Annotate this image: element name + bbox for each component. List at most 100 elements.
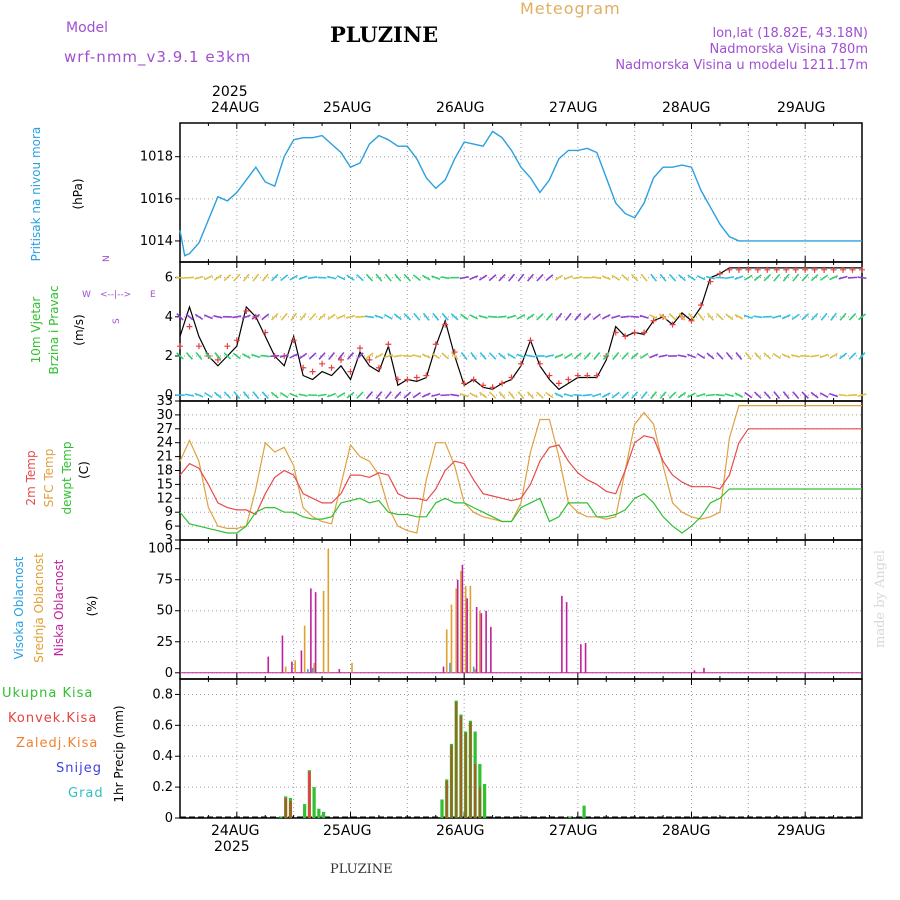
wind-arrow bbox=[706, 312, 714, 321]
meteogram-title: Meteogram bbox=[520, 0, 621, 18]
y-tick-label: 1014 bbox=[140, 234, 173, 249]
wind-arrow bbox=[383, 353, 393, 359]
wind-gust-marker bbox=[555, 380, 562, 387]
wind-arrow bbox=[364, 315, 375, 319]
wind-arrow bbox=[232, 352, 241, 360]
wind-arrow bbox=[696, 393, 706, 398]
wind-arrow bbox=[280, 274, 289, 282]
wind-arrow bbox=[195, 351, 203, 360]
wind-gust-marker bbox=[707, 278, 714, 285]
y-tick-label: 12 bbox=[156, 491, 173, 506]
wind-arrow bbox=[687, 274, 696, 281]
wind-gust-marker bbox=[262, 329, 269, 336]
wind-arrow bbox=[497, 315, 507, 319]
precip-bar bbox=[303, 804, 307, 818]
wind-gust-marker bbox=[593, 372, 600, 379]
wind-arrow bbox=[650, 273, 658, 282]
wind-gust-marker bbox=[754, 266, 761, 273]
wind-arrow bbox=[431, 275, 441, 281]
wind-arrow bbox=[830, 312, 838, 321]
wind-arrow bbox=[441, 352, 450, 360]
wind-arrow bbox=[792, 273, 800, 282]
wind-arrow bbox=[630, 273, 639, 282]
y-tick-label: 6 bbox=[165, 519, 173, 534]
wind-gust-marker bbox=[233, 337, 240, 344]
precip-bar bbox=[582, 805, 586, 818]
wind-arrow bbox=[279, 391, 289, 399]
wind-arrow bbox=[763, 273, 772, 282]
wind-arrow bbox=[328, 351, 336, 360]
precip-bar bbox=[289, 801, 292, 818]
wind-arrow bbox=[621, 352, 629, 360]
wind-arrow bbox=[639, 352, 649, 360]
wind-arrow bbox=[857, 276, 867, 280]
wind-arrow bbox=[421, 392, 431, 398]
wind-gust-marker bbox=[792, 266, 799, 273]
wind-gust-marker bbox=[783, 266, 790, 273]
wind-arrow bbox=[508, 391, 515, 400]
wind-arrow bbox=[375, 391, 383, 400]
precip-bar bbox=[464, 733, 467, 818]
wind-arrow bbox=[744, 351, 752, 360]
model-elevation-text: Nadmorska Visina u modelu 1211.17m bbox=[615, 58, 868, 73]
station-title: PLUZINE bbox=[330, 22, 439, 47]
y-tick-label: 21 bbox=[156, 450, 173, 465]
wind-arrow bbox=[394, 273, 402, 282]
wind-arrow bbox=[478, 274, 488, 281]
wind-gust-marker bbox=[688, 317, 695, 324]
wind-arrow bbox=[573, 352, 582, 360]
y-tick-label: 0.8 bbox=[152, 687, 173, 702]
wind-arrow bbox=[601, 275, 611, 281]
wind-arrow bbox=[620, 315, 630, 319]
wind-gust-marker bbox=[404, 376, 411, 383]
wind-arrow bbox=[782, 391, 790, 400]
wind-gust-marker bbox=[536, 360, 543, 367]
wind-arrow bbox=[507, 352, 516, 359]
wind-arrow bbox=[592, 313, 601, 321]
wind-arrow bbox=[753, 315, 763, 319]
precip-bar bbox=[474, 763, 477, 818]
wind-arrow bbox=[308, 312, 317, 321]
wind-arrow bbox=[640, 273, 648, 282]
wind-arrow bbox=[545, 274, 554, 282]
date-top-4: 28AUG bbox=[662, 100, 711, 116]
wind-arrow bbox=[810, 391, 819, 399]
wind-arrow bbox=[838, 275, 848, 280]
wind-gust-marker bbox=[385, 341, 392, 348]
wind-gust-marker bbox=[186, 323, 193, 330]
wind-arrow bbox=[346, 274, 355, 281]
wind-arrow bbox=[469, 275, 479, 281]
wind-gust-marker bbox=[319, 360, 326, 367]
wind-arrow bbox=[242, 273, 250, 282]
wind-arrow bbox=[204, 392, 213, 399]
wind-arrow bbox=[716, 352, 724, 360]
coords-text: lon,lat (18.82E, 43.18N) bbox=[712, 26, 868, 41]
date-top-0: 24AUG bbox=[211, 100, 260, 116]
wind-gust-marker bbox=[394, 376, 401, 383]
wind-arrow bbox=[526, 273, 534, 282]
wind-arrow bbox=[705, 275, 716, 280]
wind-arrow bbox=[516, 313, 526, 320]
wind-arrow bbox=[811, 312, 819, 321]
wind-gust-marker bbox=[508, 374, 515, 381]
footer-station: PLUZINE bbox=[330, 862, 393, 877]
wind-gust-marker bbox=[697, 302, 704, 309]
y-tick-label: 15 bbox=[156, 477, 173, 492]
precip-bar bbox=[469, 722, 472, 818]
wind-arrow bbox=[791, 313, 800, 321]
wind-arrow bbox=[431, 352, 440, 360]
wind-gust-marker bbox=[432, 341, 439, 348]
wind-arrow bbox=[696, 275, 706, 281]
wind-arrow bbox=[403, 313, 412, 321]
wind-arrow bbox=[829, 353, 838, 359]
wind-gust-marker bbox=[641, 329, 648, 336]
wind-arrow bbox=[792, 391, 800, 400]
wind-arrow bbox=[658, 354, 668, 358]
y-tick-label: 1016 bbox=[140, 192, 173, 207]
wind-arrow bbox=[365, 391, 373, 400]
wind-arrow bbox=[403, 391, 412, 399]
wind-arrow bbox=[517, 391, 525, 400]
wind-arrow bbox=[270, 391, 279, 399]
wind-arrow bbox=[649, 353, 659, 359]
